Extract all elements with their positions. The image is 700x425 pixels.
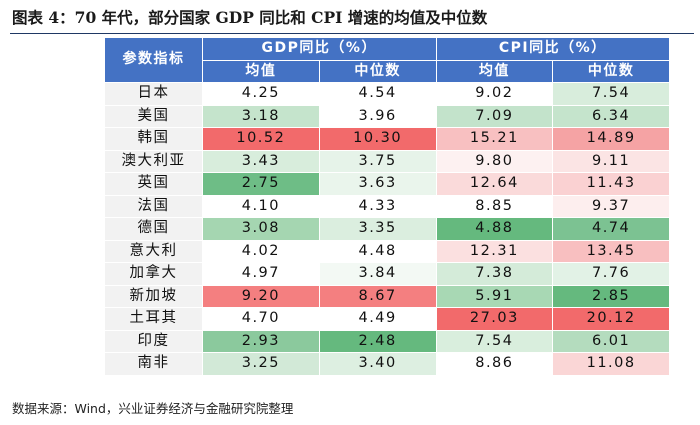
gdp-mean-cell: 3.08 <box>202 217 320 241</box>
country-cell: 加拿大 <box>104 262 203 286</box>
cpi-median-cell: 7.54 <box>552 82 670 106</box>
gdp-median-cell: 4.49 <box>318 307 437 331</box>
gdp-mean-cell: 4.97 <box>202 262 320 286</box>
gdp-median-cell: 3.96 <box>318 104 437 128</box>
figure-title: 图表 4：70 年代，部分国家 GDP 同比和 CPI 增速的均值及中位数 <box>12 8 488 27</box>
table-row: 韩国 10.52 10.30 15.21 14.89 <box>104 127 670 151</box>
country-cell: 英国 <box>104 172 203 196</box>
table-row: 法国 4.10 4.33 8.85 9.37 <box>104 194 670 218</box>
gdp-mean-cell: 3.25 <box>202 352 320 376</box>
table-row: 加拿大 4.97 3.84 7.38 7.76 <box>104 262 670 286</box>
gdp-median-cell: 4.33 <box>318 194 437 218</box>
country-cell: 新加坡 <box>104 284 203 308</box>
table-row: 土耳其 4.70 4.49 27.03 20.12 <box>104 307 670 331</box>
gdp-median-cell: 8.67 <box>318 284 437 308</box>
gdp-mean-cell: 9.20 <box>202 284 320 308</box>
country-cell: 日本 <box>104 82 203 106</box>
header-gdp-median: 中位数 <box>318 59 437 83</box>
cpi-mean-cell: 7.38 <box>435 262 554 286</box>
cpi-mean-cell: 27.03 <box>435 307 554 331</box>
country-cell: 澳大利亚 <box>104 149 203 173</box>
cpi-median-cell: 9.37 <box>552 194 670 218</box>
gdp-median-cell: 3.84 <box>318 262 437 286</box>
cpi-mean-cell: 9.80 <box>435 149 554 173</box>
data-table: 参数指标 GDP同比（%） CPI同比（%） 均值 中位数 均值 中位数 日本 4… <box>104 37 670 376</box>
country-cell: 南非 <box>104 352 203 376</box>
source-note: 数据来源：Wind，兴业证券经济与金融研究院整理 <box>12 401 294 416</box>
cpi-median-cell: 6.01 <box>552 329 670 353</box>
cpi-median-cell: 20.12 <box>552 307 670 331</box>
cpi-mean-cell: 7.54 <box>435 329 554 353</box>
table-row: 德国 3.08 3.35 4.88 4.74 <box>104 217 670 241</box>
title-divider <box>10 33 694 34</box>
cpi-mean-cell: 12.64 <box>435 172 554 196</box>
table-row: 意大利 4.02 4.48 12.31 13.45 <box>104 239 670 263</box>
table-row: 南非 3.25 3.40 8.86 11.08 <box>104 352 670 376</box>
header-cpi-median: 中位数 <box>552 59 670 83</box>
header-gdp-group: GDP同比（%） <box>202 37 437 61</box>
gdp-mean-cell: 2.75 <box>202 172 320 196</box>
gdp-mean-cell: 4.10 <box>202 194 320 218</box>
cpi-mean-cell: 4.88 <box>435 217 554 241</box>
cpi-mean-cell: 8.86 <box>435 352 554 376</box>
cpi-mean-cell: 12.31 <box>435 239 554 263</box>
cpi-median-cell: 4.74 <box>552 217 670 241</box>
gdp-mean-cell: 4.70 <box>202 307 320 331</box>
header-cpi-mean: 均值 <box>435 59 554 83</box>
gdp-mean-cell: 4.25 <box>202 82 320 106</box>
cpi-mean-cell: 15.21 <box>435 127 554 151</box>
table-row: 新加坡 9.20 8.67 5.91 2.85 <box>104 284 670 308</box>
cpi-mean-cell: 5.91 <box>435 284 554 308</box>
header-gdp-mean: 均值 <box>202 59 320 83</box>
gdp-median-cell: 2.48 <box>318 329 437 353</box>
gdp-median-cell: 4.48 <box>318 239 437 263</box>
country-cell: 韩国 <box>104 127 203 151</box>
header-cpi-group: CPI同比（%） <box>435 37 670 61</box>
table-body: 日本 4.25 4.54 9.02 7.54 美国 3.18 3.96 7.09 6.34 韩国 10… <box>104 82 670 376</box>
table-row: 澳大利亚 3.43 3.75 9.80 9.11 <box>104 149 670 173</box>
table-row: 英国 2.75 3.63 12.64 11.43 <box>104 172 670 196</box>
cpi-mean-cell: 7.09 <box>435 104 554 128</box>
country-cell: 土耳其 <box>104 307 203 331</box>
gdp-median-cell: 3.35 <box>318 217 437 241</box>
gdp-median-cell: 3.63 <box>318 172 437 196</box>
country-cell: 法国 <box>104 194 203 218</box>
gdp-mean-cell: 2.93 <box>202 329 320 353</box>
gdp-median-cell: 3.75 <box>318 149 437 173</box>
table-row: 日本 4.25 4.54 9.02 7.54 <box>104 82 670 106</box>
country-cell: 印度 <box>104 329 203 353</box>
gdp-median-cell: 4.54 <box>318 82 437 106</box>
cpi-median-cell: 7.76 <box>552 262 670 286</box>
cpi-median-cell: 13.45 <box>552 239 670 263</box>
table-row: 美国 3.18 3.96 7.09 6.34 <box>104 104 670 128</box>
cpi-median-cell: 11.08 <box>552 352 670 376</box>
gdp-mean-cell: 3.18 <box>202 104 320 128</box>
gdp-median-cell: 10.30 <box>318 127 437 151</box>
gdp-median-cell: 3.40 <box>318 352 437 376</box>
country-cell: 意大利 <box>104 239 203 263</box>
gdp-mean-cell: 3.43 <box>202 149 320 173</box>
country-cell: 德国 <box>104 217 203 241</box>
cpi-mean-cell: 8.85 <box>435 194 554 218</box>
country-cell: 美国 <box>104 104 203 128</box>
cpi-median-cell: 11.43 <box>552 172 670 196</box>
cpi-median-cell: 14.89 <box>552 127 670 151</box>
gdp-mean-cell: 10.52 <box>202 127 320 151</box>
table-row: 印度 2.93 2.48 7.54 6.01 <box>104 329 670 353</box>
cpi-median-cell: 2.85 <box>552 284 670 308</box>
cpi-median-cell: 6.34 <box>552 104 670 128</box>
header-indicator: 参数指标 <box>104 37 203 83</box>
gdp-mean-cell: 4.02 <box>202 239 320 263</box>
cpi-median-cell: 9.11 <box>552 149 670 173</box>
cpi-mean-cell: 9.02 <box>435 82 554 106</box>
